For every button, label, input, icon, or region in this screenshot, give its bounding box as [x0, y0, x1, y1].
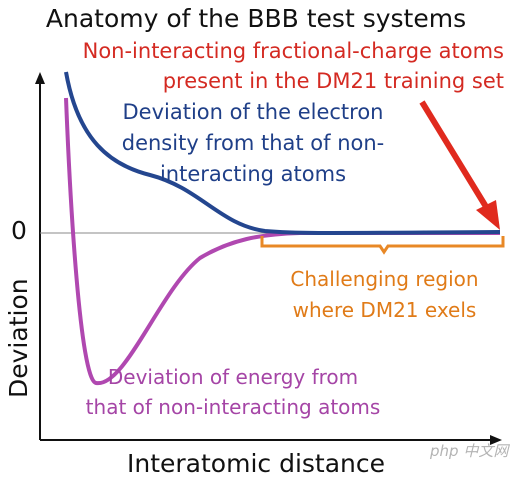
zero-label: 0	[11, 216, 27, 245]
note-line: that of non-interacting atoms	[85, 395, 381, 419]
energy-deviation-note: Deviation of energy from that of non-int…	[68, 362, 398, 422]
note-line: interacting atoms	[159, 162, 347, 186]
x-axis-label: Interatomic distance	[127, 449, 386, 478]
density-deviation-note: Deviation of the electron density from t…	[118, 97, 388, 190]
diagram-title: Anatomy of the BBB test systems	[45, 4, 467, 33]
y-axis-arrowhead	[35, 72, 45, 84]
note-line: present in the DM21 training set	[162, 69, 504, 93]
note-line: where DM21 exels	[292, 298, 477, 322]
x-axis-arrowhead	[490, 435, 502, 445]
y-axis-label: Deviation	[4, 278, 33, 398]
challenging-region-note: Challenging region where DM21 exels	[262, 264, 507, 326]
energy-deviation-curve	[64, 97, 500, 386]
note-line: Non-interacting fractional-charge atoms	[82, 39, 504, 63]
note-line: Deviation of the electron	[122, 100, 384, 124]
challenging-region-brace	[260, 236, 505, 255]
density-deviation-curve	[64, 71, 501, 235]
watermark: php 中文网	[430, 442, 509, 460]
red-arrow-head	[476, 200, 500, 230]
note-line: density from that of non-	[121, 131, 385, 155]
red-arrow-shaft	[419, 100, 491, 212]
note-line: Challenging region	[290, 267, 479, 291]
note-line: Deviation of energy from	[107, 365, 359, 389]
fractional-charge-note: Non-interacting fractional-charge atoms …	[83, 36, 504, 96]
